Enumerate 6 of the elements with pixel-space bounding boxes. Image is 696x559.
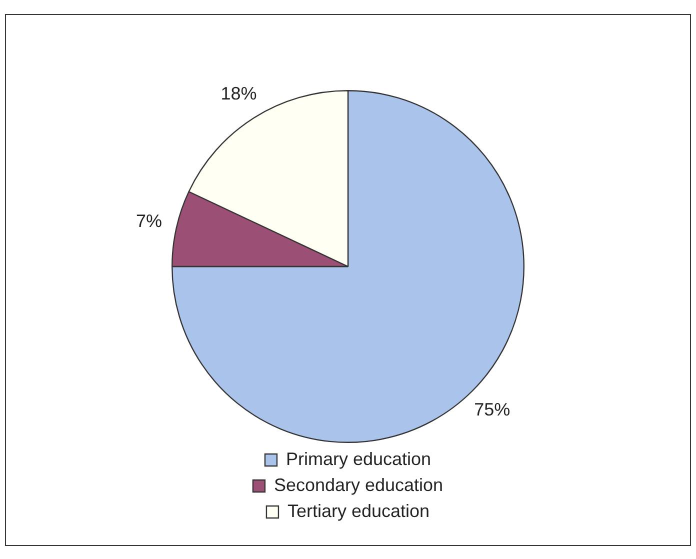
legend-label: Tertiary education (287, 500, 430, 521)
legend-label: Primary education (286, 448, 432, 469)
data-label: 75% (474, 400, 510, 420)
legend-label: Secondary education (274, 474, 444, 495)
data-label: 18% (220, 83, 257, 104)
data-label: 7% (136, 210, 162, 231)
